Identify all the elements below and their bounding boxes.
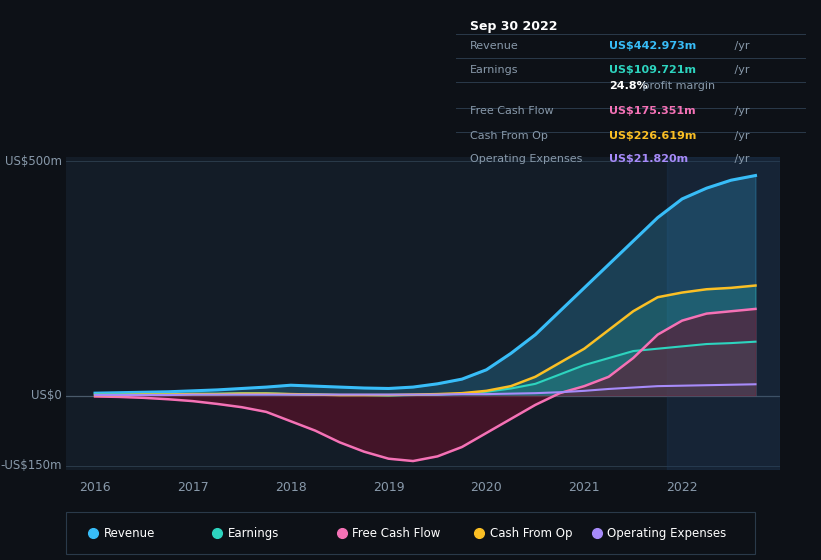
Text: US$0: US$0 [31, 389, 62, 402]
Text: Earnings: Earnings [470, 66, 518, 75]
Text: US$226.619m: US$226.619m [609, 131, 696, 141]
Text: 24.8%: 24.8% [609, 81, 648, 91]
Text: 2020: 2020 [470, 480, 502, 494]
Bar [667, 157, 780, 470]
Text: Earnings: Earnings [227, 527, 279, 540]
Text: Cash From Op: Cash From Op [470, 131, 548, 141]
Text: Sep 30 2022: Sep 30 2022 [470, 20, 557, 33]
Text: US$442.973m: US$442.973m [609, 41, 696, 52]
Text: 2022: 2022 [667, 480, 698, 494]
Text: US$500m: US$500m [5, 155, 62, 168]
Text: Free Cash Flow: Free Cash Flow [352, 527, 440, 540]
Text: Revenue: Revenue [470, 41, 518, 52]
Text: Operating Expenses: Operating Expenses [607, 527, 727, 540]
Text: Cash From Op: Cash From Op [490, 527, 572, 540]
Text: 2017: 2017 [177, 480, 209, 494]
Text: Revenue: Revenue [103, 527, 155, 540]
Text: /yr: /yr [732, 154, 750, 164]
Text: Operating Expenses: Operating Expenses [470, 154, 582, 164]
Text: US$109.721m: US$109.721m [609, 66, 696, 75]
Text: 2018: 2018 [275, 480, 306, 494]
Text: /yr: /yr [732, 41, 750, 52]
Text: Free Cash Flow: Free Cash Flow [470, 106, 553, 116]
Text: /yr: /yr [732, 106, 750, 116]
Text: -US$150m: -US$150m [1, 459, 62, 472]
Text: US$175.351m: US$175.351m [609, 106, 696, 116]
Text: profit margin: profit margin [639, 81, 715, 91]
Text: /yr: /yr [732, 66, 750, 75]
Text: 2021: 2021 [568, 480, 600, 494]
Text: /yr: /yr [732, 131, 750, 141]
Text: US$21.820m: US$21.820m [609, 154, 688, 164]
Text: 2019: 2019 [373, 480, 405, 494]
Text: 2016: 2016 [79, 480, 111, 494]
